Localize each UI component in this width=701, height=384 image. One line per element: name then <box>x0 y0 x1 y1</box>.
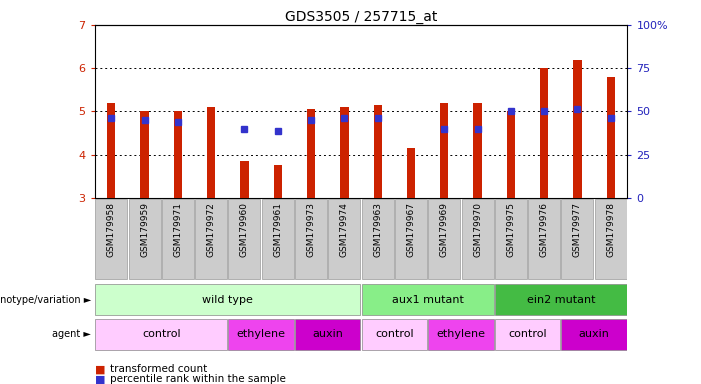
Text: GSM179970: GSM179970 <box>473 202 482 257</box>
Text: GSM179958: GSM179958 <box>107 202 116 257</box>
Text: GSM179974: GSM179974 <box>340 202 349 257</box>
Bar <box>174 111 182 198</box>
Bar <box>573 60 582 198</box>
Text: ■: ■ <box>95 374 109 384</box>
Bar <box>95 284 360 315</box>
Text: ethylene: ethylene <box>437 329 485 339</box>
Text: aux1 mutant: aux1 mutant <box>392 295 463 305</box>
Bar <box>261 199 294 279</box>
Text: control: control <box>508 329 547 339</box>
Bar <box>428 199 461 279</box>
Bar <box>128 199 161 279</box>
Bar <box>229 199 261 279</box>
Text: GSM179971: GSM179971 <box>173 202 182 257</box>
Bar <box>295 199 327 279</box>
Text: GSM179959: GSM179959 <box>140 202 149 257</box>
Text: ■: ■ <box>95 364 109 374</box>
Text: auxin: auxin <box>578 329 610 339</box>
Bar <box>273 166 282 198</box>
Bar <box>495 284 627 315</box>
Text: auxin: auxin <box>312 329 343 339</box>
Text: ein2 mutant: ein2 mutant <box>526 295 595 305</box>
Bar <box>140 111 149 198</box>
Text: GSM179978: GSM179978 <box>606 202 615 257</box>
Text: GDS3505 / 257715_at: GDS3505 / 257715_at <box>285 10 437 23</box>
Bar <box>440 103 449 198</box>
Bar <box>562 199 594 279</box>
Bar <box>362 319 427 349</box>
Bar <box>195 199 227 279</box>
Bar <box>395 199 427 279</box>
Text: ethylene: ethylene <box>237 329 285 339</box>
Bar <box>606 77 615 198</box>
Bar <box>95 199 128 279</box>
Text: GSM179973: GSM179973 <box>306 202 315 257</box>
Bar <box>107 103 116 198</box>
Bar <box>362 284 494 315</box>
Text: GSM179961: GSM179961 <box>273 202 283 257</box>
Text: genotype/variation ►: genotype/variation ► <box>0 295 91 305</box>
Text: GSM179972: GSM179972 <box>207 202 216 257</box>
Text: GSM179969: GSM179969 <box>440 202 449 257</box>
Bar <box>95 319 227 349</box>
Bar <box>340 107 348 198</box>
Text: agent ►: agent ► <box>53 329 91 339</box>
Text: control: control <box>375 329 414 339</box>
Text: GSM179976: GSM179976 <box>540 202 549 257</box>
Text: transformed count: transformed count <box>110 364 207 374</box>
Text: wild type: wild type <box>203 295 253 305</box>
Bar <box>495 319 560 349</box>
Bar <box>207 107 215 198</box>
Text: GSM179960: GSM179960 <box>240 202 249 257</box>
Text: GSM179977: GSM179977 <box>573 202 582 257</box>
Bar <box>240 161 249 198</box>
Text: GSM179975: GSM179975 <box>506 202 515 257</box>
Bar <box>473 103 482 198</box>
Bar <box>307 109 315 198</box>
Text: percentile rank within the sample: percentile rank within the sample <box>110 374 286 384</box>
Bar <box>362 199 394 279</box>
Bar <box>507 111 515 198</box>
Bar <box>295 319 360 349</box>
Bar <box>162 199 194 279</box>
Bar <box>495 199 527 279</box>
Bar <box>562 319 627 349</box>
Text: GSM179963: GSM179963 <box>373 202 382 257</box>
Bar <box>461 199 494 279</box>
Bar <box>540 68 548 198</box>
Bar <box>407 148 415 198</box>
Bar <box>328 199 360 279</box>
Text: control: control <box>142 329 181 339</box>
Text: GSM179967: GSM179967 <box>407 202 416 257</box>
Bar <box>374 105 382 198</box>
Bar <box>229 319 294 349</box>
Bar <box>428 319 494 349</box>
Bar <box>594 199 627 279</box>
Bar <box>528 199 560 279</box>
